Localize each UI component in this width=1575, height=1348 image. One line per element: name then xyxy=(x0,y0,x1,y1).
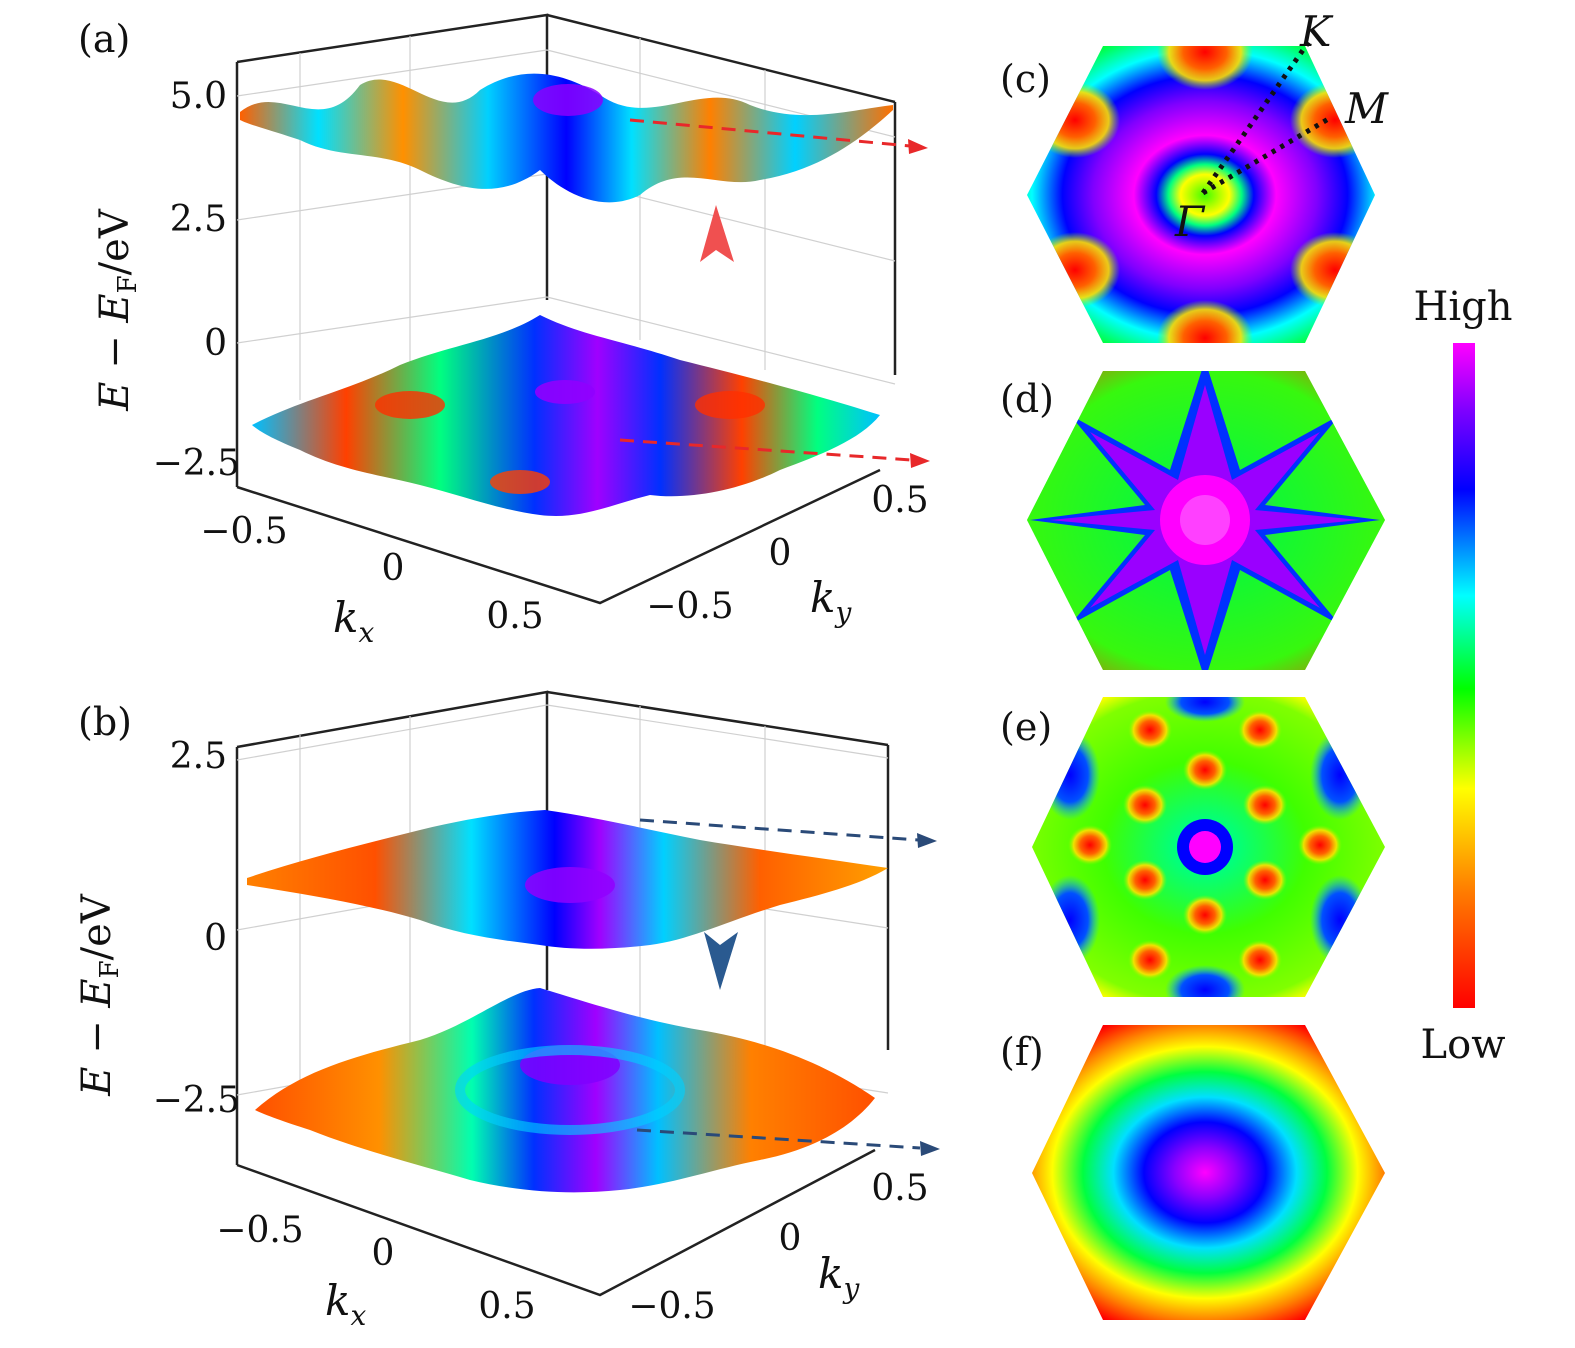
colorbar-high-label: High xyxy=(1413,284,1512,330)
panel-a-lower-valley-bottom xyxy=(490,470,550,494)
panel-a-arrow-lower xyxy=(619,438,930,468)
panel-d-label: (d) xyxy=(1000,377,1054,421)
panel-a-ky-title: ky xyxy=(810,573,852,629)
panel-b-lower-band xyxy=(255,988,875,1193)
panel-c: (c) Γ K M xyxy=(1000,7,1389,343)
panel-a-upper-band xyxy=(240,73,893,203)
panel-f: (f) xyxy=(1000,1025,1385,1320)
panel-a-label: (a) xyxy=(78,17,130,61)
ky-tick: −0.5 xyxy=(646,586,733,627)
panel-a-box xyxy=(235,13,897,605)
kx-tick: −0.5 xyxy=(216,1210,303,1251)
panel-b-upper-center xyxy=(525,867,615,903)
panel-a-lower-band xyxy=(252,315,880,516)
colorbar-low-label: Low xyxy=(1421,1022,1506,1068)
panel-a-arrow-upper xyxy=(629,118,928,154)
z-tick: 5.0 xyxy=(170,76,227,117)
z-tick: −2.5 xyxy=(153,443,240,484)
panel-b-ky-title: ky xyxy=(818,1249,860,1305)
z-tick: 2.5 xyxy=(170,199,227,240)
panel-b: (b) 2.5 0 −2.5 E − EF/eV −0.5 0 0.5 kx −… xyxy=(74,690,940,1332)
panel-b-kx-title: kx xyxy=(325,1276,366,1332)
panel-e-red-ring xyxy=(1068,710,1342,980)
panel-a-spin-up-arrow xyxy=(700,205,734,262)
panel-f-label: (f) xyxy=(1000,1030,1044,1074)
panel-c-high-symmetry-path xyxy=(1200,38,1332,196)
panel-a-lower-valley-left xyxy=(375,391,445,419)
panel-b-box xyxy=(235,690,890,1297)
panel-c-label: (c) xyxy=(1000,57,1051,101)
panel-a-y-axis-title: E − EF/eV xyxy=(92,208,143,412)
kx-tick: 0.5 xyxy=(478,1286,535,1327)
panel-b-y-axis-title: E − EF/eV xyxy=(74,893,125,1097)
z-tick: 0 xyxy=(204,918,227,959)
ky-tick: 0.5 xyxy=(871,1168,928,1209)
kx-tick: 0 xyxy=(382,548,405,589)
panel-e-label: (e) xyxy=(1000,705,1052,749)
kx-tick: 0 xyxy=(372,1233,395,1274)
panel-b-z-ticks: 2.5 0 −2.5 xyxy=(153,736,240,1121)
panel-b-ky-ticks: −0.5 0 0.5 xyxy=(628,1168,928,1327)
ky-tick: 0 xyxy=(769,533,792,574)
panel-a-kx-title: kx xyxy=(333,593,374,649)
panel-a-upper-peak xyxy=(533,84,603,116)
panel-a-ky-ticks: −0.5 0 0.5 xyxy=(646,480,928,627)
point-k: K xyxy=(1299,7,1334,56)
kx-tick: 0.5 xyxy=(486,596,543,637)
z-tick: 0 xyxy=(204,323,227,364)
panel-b-kx-ticks: −0.5 0 0.5 xyxy=(216,1210,535,1327)
panel-b-arrow-lower xyxy=(636,1128,940,1156)
panel-d: (d) xyxy=(1000,371,1385,670)
z-tick: −2.5 xyxy=(153,1080,240,1121)
ky-tick: 0 xyxy=(779,1218,802,1259)
panel-b-lower-ring xyxy=(455,1045,685,1135)
panel-b-arrow-upper xyxy=(639,818,937,848)
colorbar: High Low xyxy=(1413,284,1512,1068)
ky-tick: 0.5 xyxy=(871,480,928,521)
z-tick: 2.5 xyxy=(170,736,227,777)
colorbar-gradient xyxy=(1453,343,1475,1008)
panel-a-lower-center xyxy=(535,380,595,404)
panel-e: (e) xyxy=(1000,697,1385,997)
panel-b-spin-down-arrow xyxy=(704,932,738,990)
point-gamma: Γ xyxy=(1174,197,1206,246)
ky-tick: −0.5 xyxy=(628,1286,715,1327)
panel-a-kx-ticks: −0.5 0 0.5 xyxy=(200,511,543,637)
panel-a-lower-valley-right xyxy=(695,391,765,419)
kx-tick: −0.5 xyxy=(200,511,287,552)
panel-a-z-ticks: 5.0 2.5 0 −2.5 xyxy=(153,76,240,484)
panel-b-label: (b) xyxy=(78,700,132,744)
point-m: M xyxy=(1344,84,1389,133)
panel-a: (a) 5.0 2.5 0 −2.5 E − EF/eV −0.5 0 0.5 … xyxy=(78,13,930,649)
